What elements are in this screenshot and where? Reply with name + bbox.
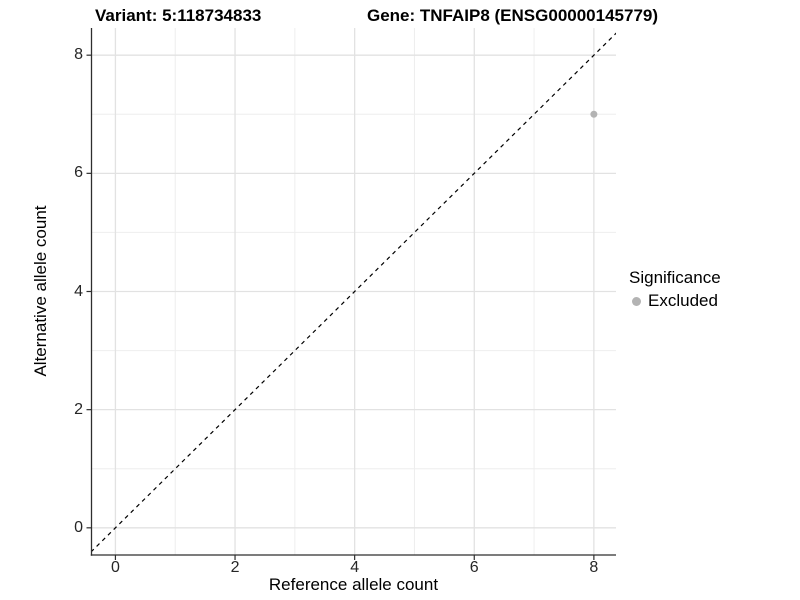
data-point (590, 110, 598, 118)
plot-title-variant: Variant: 5:118734833 (95, 6, 262, 25)
legend-point-icon (632, 296, 641, 306)
x-tick-label: 8 (589, 559, 599, 576)
grid-minor (91, 28, 616, 555)
plot-title-gene: Gene: TNFAIP8 (ENSG00000145779) (367, 6, 659, 25)
y-tick-label: 2 (74, 400, 83, 418)
y-tick-label: 8 (74, 46, 83, 64)
y-tick-label: 0 (74, 518, 83, 536)
y-axis-title: Alternative allele count (31, 205, 50, 377)
grid-major (91, 28, 616, 555)
legend-item-label: Excluded (648, 291, 718, 310)
identity-line (91, 32, 616, 553)
x-axis-title: Reference allele count (268, 575, 439, 594)
x-tick-label: 4 (350, 559, 360, 576)
y-tick-label: 4 (74, 282, 83, 300)
legend-title: Significance (629, 268, 721, 287)
x-tick-label: 0 (110, 559, 120, 576)
tick-marks (86, 54, 595, 560)
legend-item-excluded: Excluded (629, 291, 721, 311)
legend: Significance Excluded (629, 267, 721, 311)
x-tick-label: 2 (230, 559, 240, 576)
x-tick-label: 6 (469, 559, 479, 576)
y-tick-label: 6 (74, 164, 83, 182)
